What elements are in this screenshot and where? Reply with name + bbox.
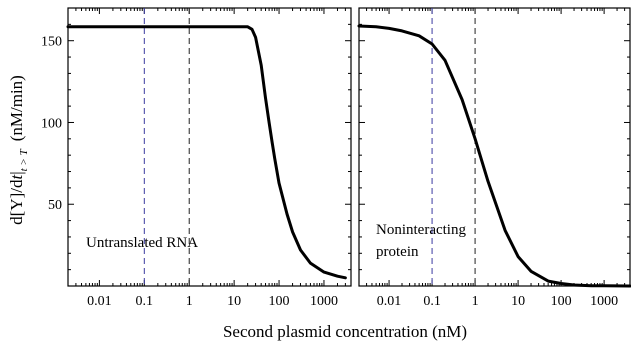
panel-right: 0.01 0.1 1 10 100 1000 Noninteracting protein: [357, 7, 631, 309]
x-tick-label: 1: [472, 294, 479, 309]
x-tick-label: 100: [551, 294, 572, 309]
x-tick-label: 100: [269, 294, 290, 309]
x-tick-label: 10: [511, 294, 525, 309]
y-axis-label-subscript: t > T: [18, 148, 30, 171]
y-tick-label: 150: [41, 35, 62, 50]
x-tick-label: 1: [186, 294, 193, 309]
x-tick-label: 1000: [310, 294, 338, 309]
y-axis-label-units: (nM/min): [7, 75, 26, 141]
x-tick-label: 0.01: [87, 294, 112, 309]
y-axis-label-bar: |: [7, 171, 26, 174]
y-axis-label-main: d[Y]/d: [7, 179, 26, 225]
svg-text:d[Y]/dt|t > T(nM/min): d[Y]/dt|t > T (nM/min): [7, 75, 30, 225]
panel-annotation: Noninteracting: [376, 222, 466, 238]
y-axis-label: d[Y]/dt|t > T (nM/min): [7, 75, 30, 225]
x-tick-label: 0.1: [136, 294, 154, 309]
panel-annotation: protein: [376, 244, 419, 260]
series-curve: [66, 25, 347, 280]
x-tick-label: 10: [227, 294, 241, 309]
x-tick-label: 0.1: [423, 294, 441, 309]
y-tick-label: 100: [41, 116, 62, 131]
y-axis-label-italic: t: [7, 174, 26, 180]
y-tick-label: 50: [48, 198, 62, 213]
panel-annotation: Untranslated RNA: [86, 235, 198, 251]
x-axis-label: Second plasmid concentration (nM): [223, 322, 467, 341]
series-curve: [357, 24, 631, 288]
x-tick-label: 0.01: [377, 294, 402, 309]
plot-frame: [358, 7, 631, 287]
panel-left: 0.01 0.1 1 10 100 1000 50 100 150 Untranslated RN…: [41, 7, 352, 309]
x-tick-label: 1000: [590, 294, 618, 309]
plot-frame: [67, 7, 352, 287]
